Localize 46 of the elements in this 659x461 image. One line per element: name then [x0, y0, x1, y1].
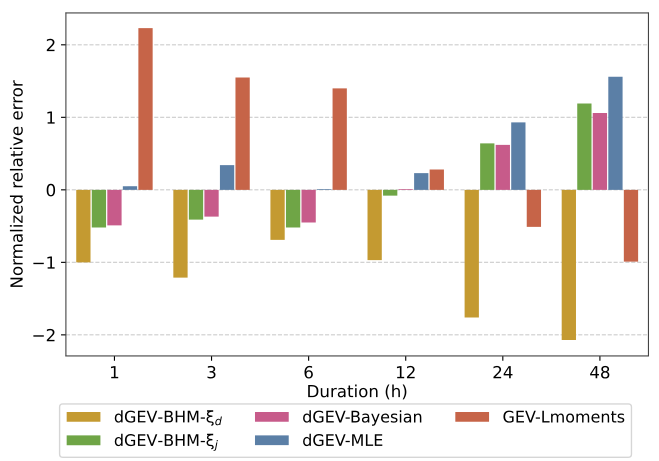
- bar: [107, 190, 122, 226]
- bar: [624, 190, 638, 262]
- bar: [204, 190, 219, 217]
- x-tick-label: 1: [110, 366, 118, 378]
- y-tick-label: −2: [33, 328, 55, 342]
- bar: [188, 190, 204, 220]
- bar: [464, 190, 479, 318]
- bar: [430, 170, 444, 190]
- bar: [220, 165, 234, 190]
- x-tick-label: 24: [493, 366, 512, 378]
- bar: [173, 190, 188, 278]
- y-tick-label: −1: [33, 256, 55, 269]
- bar: [562, 190, 576, 340]
- bar: [480, 143, 494, 190]
- bar: [138, 28, 153, 190]
- bar: [414, 173, 428, 190]
- bar: [270, 190, 285, 240]
- bar: [235, 77, 250, 190]
- bar: [76, 190, 91, 262]
- y-tick-label: 0: [46, 184, 56, 196]
- bar: [511, 122, 526, 190]
- x-tick-label: 6: [304, 366, 313, 379]
- bar: [526, 190, 542, 227]
- x-axis-title: Duration (h): [308, 384, 406, 400]
- x-tick-label: 3: [208, 366, 216, 379]
- bar: [383, 190, 398, 196]
- x-tick-label: 12: [396, 366, 415, 378]
- y-tick-label: 2: [46, 38, 55, 52]
- legend-label: GEV-Lmoments: [503, 410, 624, 423]
- bar: [577, 104, 592, 190]
- legend-label: dGEV-BHM-ξ$_{d}$: [114, 410, 222, 426]
- legend-label: dGEV-BHM-ξ$_{j}$: [114, 434, 218, 451]
- legend-label: dGEV-MLE: [303, 434, 382, 446]
- bar: [301, 190, 316, 222]
- bar: [122, 186, 138, 190]
- bar: [332, 88, 347, 190]
- y-axis-title: Normalized relative error: [10, 80, 23, 287]
- legend-label: dGEV-Bayesian: [303, 410, 422, 426]
- bar: [496, 144, 510, 190]
- bar: [608, 76, 623, 190]
- bar: [286, 190, 300, 228]
- bar: [592, 112, 608, 190]
- x-tick-label: 48: [590, 366, 610, 379]
- bar: [92, 190, 106, 228]
- bar: [368, 190, 382, 260]
- y-tick-label: 1: [47, 112, 55, 124]
